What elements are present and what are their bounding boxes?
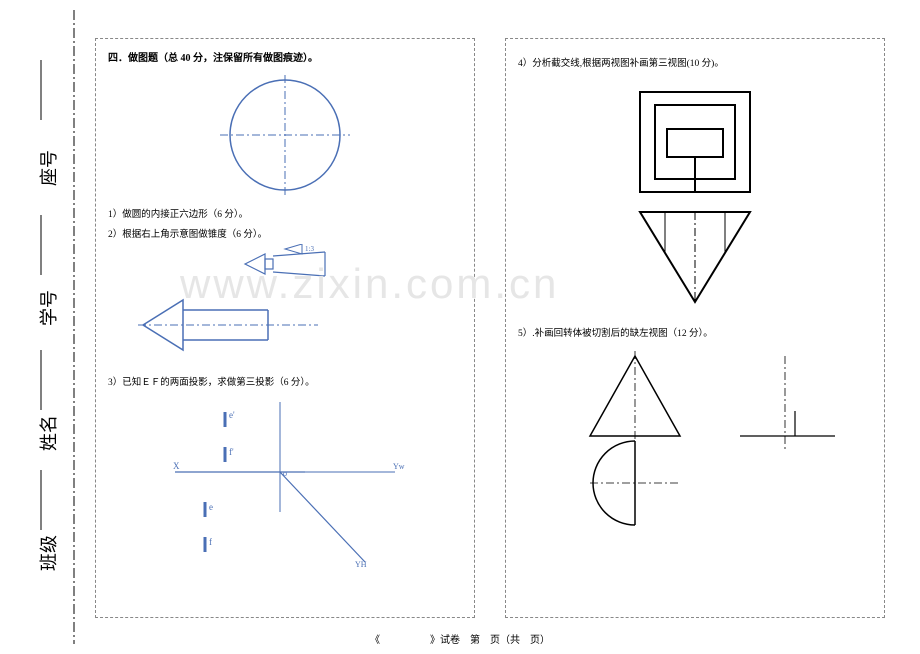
label-name: 姓名 <box>35 415 61 451</box>
q2-text: 2）根据右上角示意图做锥度（6 分）。 <box>108 226 462 240</box>
circle-svg <box>210 70 360 200</box>
left-panel: 四．做图题（总 40 分，注保留所有做图痕迹）。 1）做圆的内接正六边形（6 分… <box>95 38 475 618</box>
label-seat: 座号 <box>35 150 61 186</box>
taper-ratio-label: 1:3 <box>305 245 314 253</box>
q3-text: 3）已知ＥＦ的两面投影，求做第三投影（6 分）。 <box>108 374 462 388</box>
circle-figure <box>108 70 462 200</box>
q4-figure <box>518 87 872 307</box>
projection-svg: e' f' e f X o Yw YH <box>155 392 415 572</box>
svg-text:Yw: Yw <box>393 462 405 471</box>
taper-figure <box>138 290 462 360</box>
svg-text:f: f <box>209 537 212 547</box>
svg-text:X: X <box>173 461 180 471</box>
taper-icon-svg: 1:3 <box>230 244 340 284</box>
svg-text:e: e <box>209 502 213 512</box>
q4-svg <box>595 87 795 307</box>
taper-svg <box>138 290 338 360</box>
svg-text:f': f' <box>229 447 234 457</box>
svg-text:YH: YH <box>355 560 367 569</box>
right-panel: 4）分析截交线,根据两视图补画第三视图(10 分)。 5）.补画回转体被切割后的… <box>505 38 885 618</box>
panels: 四．做图题（总 40 分，注保留所有做图痕迹）。 1）做圆的内接正六边形（6 分… <box>95 38 885 618</box>
svg-text:o: o <box>283 469 287 478</box>
projection-figure: e' f' e f X o Yw YH <box>108 392 462 572</box>
q4-text: 4）分析截交线,根据两视图补画第三视图(10 分)。 <box>518 55 872 69</box>
label-id: 学号 <box>35 290 61 326</box>
q5-figure <box>518 351 872 531</box>
svg-text:e': e' <box>229 410 235 420</box>
label-class: 班级 <box>35 535 61 571</box>
binding-line <box>72 0 76 654</box>
taper-icon-figure: 1:3 <box>108 244 462 284</box>
q5-text: 5）.补画回转体被切割后的缺左视图（12 分）。 <box>518 325 872 339</box>
q5-svg <box>535 351 855 531</box>
section-title: 四．做图题（总 40 分，注保留所有做图痕迹）。 <box>108 49 462 64</box>
q1-text: 1）做圆的内接正六边形（6 分）。 <box>108 206 462 220</box>
binding-labels: 班级 姓名 学号 座号 <box>10 0 70 654</box>
page-footer: 《 》试卷 第 页（共 页） <box>0 631 920 646</box>
